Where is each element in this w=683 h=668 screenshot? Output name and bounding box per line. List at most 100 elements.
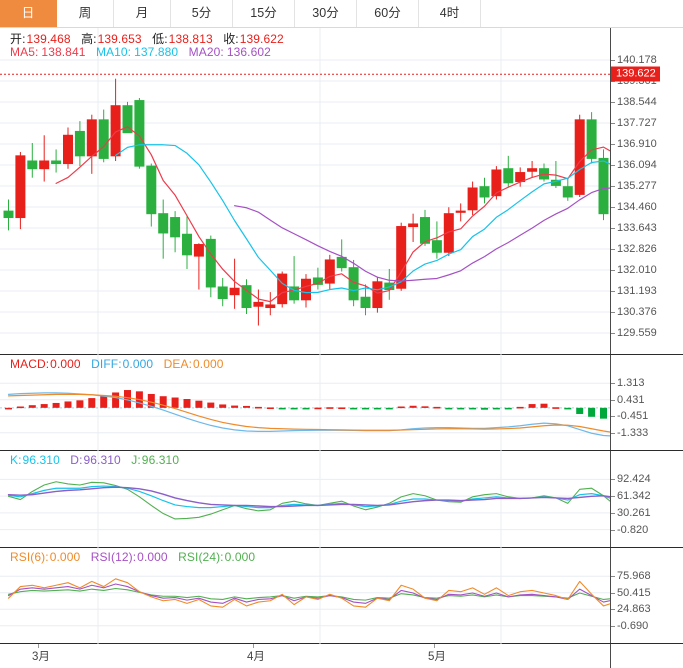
high-label: 高:: [81, 32, 97, 46]
axis-tick-mark: [611, 625, 615, 627]
axis-tick-mark: [611, 60, 615, 61]
kdj-plot: [0, 451, 610, 548]
macd-plot: [0, 355, 610, 451]
axis-tick-label: 138.544: [617, 96, 657, 108]
axis-tick-label: -1.333: [617, 426, 649, 439]
date-tick-label: 3月: [32, 651, 50, 663]
rsi-plot: [0, 548, 610, 644]
d-label: D:: [70, 453, 83, 467]
high-value: 139.653: [97, 32, 142, 46]
dea-label: DEA:: [163, 357, 193, 371]
kdj-panel: K:96.310 D:96.310 J:96.310 92.424 61.342 3…: [0, 451, 683, 548]
axis-tick-label: 50.415: [617, 586, 651, 599]
k-label: K:: [10, 453, 22, 467]
ohlc-legend: 开:139.468 高:139.653 低:138.813 收:139.622: [10, 30, 291, 47]
ma-legend: MA5: 138.841 MA10: 137.880 MA20: 136.602: [10, 45, 278, 59]
axis-tick-label: 30.261: [617, 506, 651, 519]
axis-tick-mark: [611, 123, 615, 124]
last-price-badge: 139.622: [611, 66, 660, 82]
axis-tick-label: 61.342: [617, 490, 651, 503]
ma20-value: 136.602: [226, 45, 271, 59]
close-label: 收:: [223, 32, 239, 46]
tab-周[interactable]: 周: [57, 0, 114, 27]
axis-tick-mark: [611, 144, 615, 146]
axis-tick-label: -0.451: [617, 410, 649, 423]
axis-tick-mark: [611, 399, 615, 401]
axis-tick-mark: [611, 269, 615, 271]
axis-tick-mark: [611, 529, 615, 531]
axis-tick-mark: [611, 102, 615, 103]
axis-tick-mark: [611, 592, 615, 594]
axis-tick-label: 131.193: [617, 284, 657, 297]
tabbar-filler: [481, 0, 683, 27]
axis-tick-mark: [611, 290, 615, 292]
macd-value: 0.000: [50, 357, 81, 371]
axis-tick-label: 75.968: [617, 570, 651, 583]
date-tick-mark: [253, 644, 254, 648]
tab-4时[interactable]: 4时: [419, 0, 481, 27]
ma10-legend: MA10:: [95, 45, 132, 59]
date-tick-label: 4月: [247, 651, 265, 663]
date-tick-mark: [38, 644, 39, 648]
rsi-legend: RSI(6):0.000 RSI(12):0.000 RSI(24):0.000: [10, 550, 262, 564]
rsi-panel: RSI(6):0.000 RSI(12):0.000 RSI(24):0.000…: [0, 548, 683, 644]
axis-tick-mark: [611, 164, 615, 166]
dea-value: 0.000: [193, 357, 224, 371]
k-value: 96.310: [22, 453, 60, 467]
timeframe-tabbar: 日周月 5分 15分 30分 60分 4时: [0, 0, 683, 28]
rsi12-value: 0.000: [137, 550, 168, 564]
tab-60分[interactable]: 60分: [357, 0, 419, 27]
axis-tick-label: -0.820: [617, 523, 649, 536]
tab-日[interactable]: 日: [0, 0, 57, 27]
j-label: J:: [131, 453, 141, 467]
axis-tick-label: 130.376: [617, 305, 657, 318]
diff-label: DIFF:: [91, 357, 122, 371]
axis-tick-mark: [611, 383, 615, 385]
price-y-axis: 140.178139.361138.544137.727136.910136.0…: [610, 28, 683, 354]
axis-tick-label: 132.010: [617, 263, 657, 276]
tab-月[interactable]: 月: [114, 0, 171, 27]
axis-tick-label: 24.863: [617, 603, 651, 616]
axis-tick-label: 0.431: [617, 393, 645, 406]
tab-15分[interactable]: 15分: [233, 0, 295, 27]
rsi12-label: RSI(12):: [90, 550, 137, 564]
date-tick-mark: [434, 644, 435, 648]
kdj-y-axis: 92.424 61.342 30.261 -0.820: [610, 451, 683, 547]
macd-panel: MACD:0.000 DIFF:0.000 DEA:0.000 1.313 0.4…: [0, 355, 683, 451]
close-value: 139.622: [239, 32, 284, 46]
axis-tick-label: 134.460: [617, 201, 657, 213]
axis-tick-mark: [611, 228, 615, 229]
axis-tick-label: 92.424: [617, 473, 651, 486]
diff-value: 0.000: [122, 357, 154, 371]
rsi6-label: RSI(6):: [10, 550, 49, 564]
candlestick-plot: [0, 28, 610, 355]
tab-5分[interactable]: 5分: [171, 0, 233, 27]
macd-legend: MACD:0.000 DIFF:0.000 DEA:0.000: [10, 357, 231, 371]
axis-tick-mark: [611, 496, 615, 498]
axis-tick-mark: [611, 311, 615, 313]
axis-tick-mark: [611, 609, 615, 611]
date-axis-right-gutter: [610, 644, 683, 668]
open-value: 139.468: [26, 32, 71, 46]
kdj-legend: K:96.310 D:96.310 J:96.310: [10, 453, 186, 467]
rsi24-label: RSI(24):: [178, 550, 224, 564]
axis-tick-mark: [611, 416, 615, 418]
axis-tick-mark: [611, 207, 615, 208]
axis-tick-mark: [611, 576, 615, 578]
axis-tick-label: 136.094: [617, 158, 657, 171]
d-value: 96.310: [83, 453, 121, 467]
macd-label: MACD:: [10, 357, 50, 371]
axis-tick-label: 129.559: [617, 327, 657, 339]
low-label: 低:: [152, 32, 168, 46]
ma20-legend: MA20:: [188, 45, 224, 59]
axis-tick-label: 140.178: [617, 54, 657, 66]
axis-tick-label: 132.826: [617, 243, 657, 255]
ma5-value: 138.841: [41, 45, 86, 59]
axis-tick-label: 136.910: [617, 138, 657, 151]
rsi-y-axis: 75.968 50.415 24.863 -0.690: [610, 548, 683, 643]
date-axis: 3月 4月 5月: [0, 644, 683, 668]
tab-30分[interactable]: 30分: [295, 0, 357, 27]
rsi24-value: 0.000: [224, 550, 256, 564]
ma10-value: 137.880: [134, 45, 179, 59]
axis-tick-label: 137.727: [617, 117, 657, 129]
